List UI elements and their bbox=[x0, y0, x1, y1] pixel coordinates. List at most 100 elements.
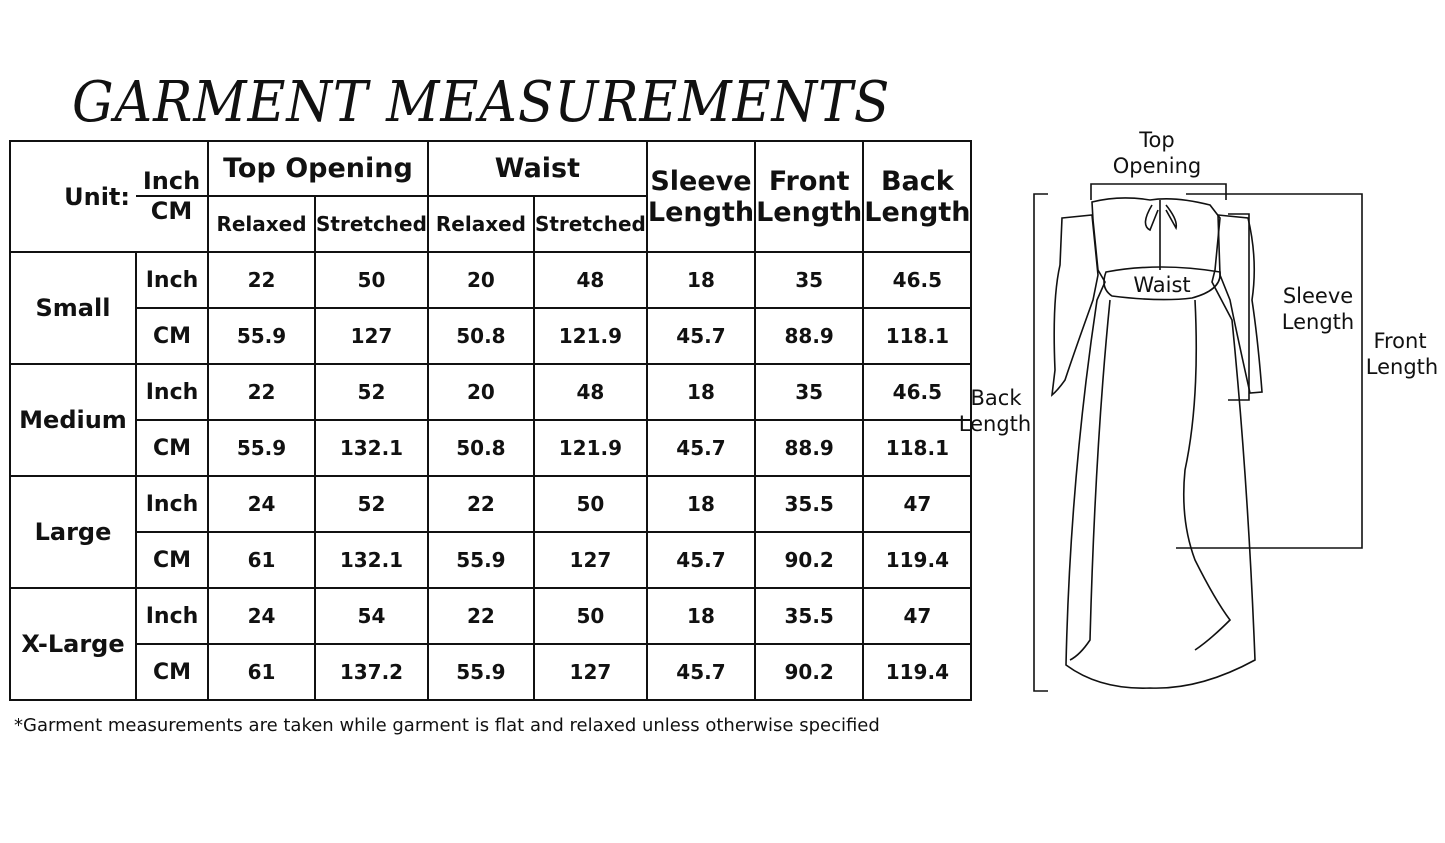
value-cell: 54 bbox=[314, 587, 429, 645]
value-cell: 50 bbox=[532, 475, 648, 533]
value-cell: 88.9 bbox=[754, 419, 865, 477]
unit-cell: Inch bbox=[135, 363, 209, 421]
value-cell: 20 bbox=[426, 251, 535, 309]
label-top-opening-1: Top bbox=[1138, 128, 1174, 152]
value-cell: 121.9 bbox=[532, 307, 648, 365]
unit-cell: CM bbox=[135, 307, 209, 365]
table-row: CM 61 132.1 55.9 127 45.7 90.2 119.4 bbox=[10, 531, 973, 589]
value-cell: 48 bbox=[532, 251, 648, 309]
value-cell: 48 bbox=[532, 363, 648, 421]
label-top-opening-2: Opening bbox=[1113, 154, 1202, 178]
value-cell: 47 bbox=[862, 475, 973, 533]
value-cell: 35.5 bbox=[754, 587, 865, 645]
value-cell: 118.1 bbox=[862, 419, 973, 477]
size-chart-table: Unit: Inch Top Opening Waist Sleeve Leng… bbox=[9, 140, 973, 701]
value-cell: 55.9 bbox=[207, 419, 316, 477]
page-title: GARMENT MEASUREMENTS bbox=[72, 70, 891, 135]
table-row: Large Inch 24 52 22 50 18 35.5 47 bbox=[9, 475, 973, 589]
unit-inch: Inch bbox=[136, 140, 209, 197]
unit-cell: CM bbox=[135, 419, 209, 477]
value-cell: 61 bbox=[207, 643, 316, 701]
value-cell: 18 bbox=[645, 587, 757, 645]
value-cell: 47 bbox=[862, 587, 973, 645]
header-relaxed: Relaxed bbox=[207, 195, 316, 253]
unit-cell: CM bbox=[135, 643, 209, 701]
value-cell: 45.7 bbox=[645, 419, 757, 477]
value-cell: 35 bbox=[754, 251, 865, 309]
value-cell: 18 bbox=[645, 251, 757, 309]
header-stretched: Stretched bbox=[314, 195, 429, 253]
label-sleeve-1: Sleeve bbox=[1283, 284, 1353, 308]
size-label: Medium bbox=[9, 363, 137, 477]
unit-cell: CM bbox=[135, 531, 209, 589]
table-row: CM 55.9 132.1 50.8 121.9 45.7 88.9 118.1 bbox=[10, 419, 973, 477]
value-cell: 119.4 bbox=[862, 643, 973, 701]
table-row: CM 55.9 127 50.8 121.9 45.7 88.9 118.1 bbox=[10, 307, 973, 365]
value-cell: 61 bbox=[207, 531, 316, 589]
unit-cm: CM bbox=[136, 195, 209, 253]
label-back-2: Length bbox=[959, 412, 1031, 436]
label-waist: Waist bbox=[1133, 273, 1190, 297]
unit-cell: Inch bbox=[135, 587, 209, 645]
header-waist: Waist bbox=[426, 140, 648, 197]
value-cell: 35 bbox=[754, 363, 865, 421]
table-row: X-Large Inch 24 54 22 50 18 35.5 47 bbox=[9, 587, 973, 701]
value-cell: 46.5 bbox=[862, 363, 973, 421]
value-cell: 35.5 bbox=[754, 475, 865, 533]
value-cell: 52 bbox=[314, 363, 429, 421]
label-sleeve-2: Length bbox=[1282, 310, 1354, 334]
header-stretched: Stretched bbox=[532, 195, 648, 253]
value-cell: 45.7 bbox=[645, 531, 757, 589]
unit-cell: Inch bbox=[135, 475, 209, 533]
value-cell: 22 bbox=[207, 363, 316, 421]
value-cell: 55.9 bbox=[426, 643, 535, 701]
footnote: *Garment measurements are taken while ga… bbox=[14, 715, 880, 736]
value-cell: 132.1 bbox=[314, 531, 429, 589]
value-cell: 46.5 bbox=[862, 251, 973, 309]
value-cell: 127 bbox=[532, 643, 648, 701]
value-cell: 18 bbox=[645, 363, 757, 421]
value-cell: 18 bbox=[645, 475, 757, 533]
value-cell: 90.2 bbox=[754, 643, 865, 701]
header-sleeve-length: Sleeve Length bbox=[645, 140, 757, 253]
size-label: Small bbox=[9, 251, 137, 365]
value-cell: 127 bbox=[314, 307, 429, 365]
size-label: X-Large bbox=[9, 587, 137, 701]
value-cell: 45.7 bbox=[645, 643, 757, 701]
header-top-opening: Top Opening bbox=[207, 140, 429, 197]
value-cell: 118.1 bbox=[862, 307, 973, 365]
value-cell: 50 bbox=[532, 587, 648, 645]
value-cell: 22 bbox=[207, 251, 316, 309]
value-cell: 88.9 bbox=[754, 307, 865, 365]
value-cell: 90.2 bbox=[754, 531, 865, 589]
value-cell: 132.1 bbox=[314, 419, 429, 477]
header-front-length: Front Length bbox=[754, 140, 865, 253]
value-cell: 121.9 bbox=[532, 419, 648, 477]
value-cell: 52 bbox=[314, 475, 429, 533]
unit-label: Unit: bbox=[9, 140, 136, 253]
label-front-2: Length bbox=[1366, 355, 1438, 379]
value-cell: 119.4 bbox=[862, 531, 973, 589]
value-cell: 50.8 bbox=[426, 307, 535, 365]
dress-outline bbox=[1050, 197, 1263, 689]
value-cell: 55.9 bbox=[426, 531, 535, 589]
value-cell: 50.8 bbox=[426, 419, 535, 477]
value-cell: 22 bbox=[426, 587, 535, 645]
value-cell: 24 bbox=[207, 475, 316, 533]
header-back-length: Back Length bbox=[862, 140, 973, 253]
label-back-1: Back bbox=[971, 386, 1023, 410]
label-front-1: Front bbox=[1373, 329, 1426, 353]
table-row: Small Inch 22 50 20 48 18 35 46.5 bbox=[9, 251, 973, 365]
value-cell: 45.7 bbox=[645, 307, 757, 365]
size-label: Large bbox=[9, 475, 137, 589]
value-cell: 137.2 bbox=[314, 643, 429, 701]
value-cell: 20 bbox=[426, 363, 535, 421]
table-row: CM 61 137.2 55.9 127 45.7 90.2 119.4 bbox=[10, 643, 973, 701]
value-cell: 50 bbox=[314, 251, 429, 309]
value-cell: 55.9 bbox=[207, 307, 316, 365]
unit-cell: Inch bbox=[135, 251, 209, 309]
table-row: Medium Inch 22 52 20 48 18 35 46.5 bbox=[9, 363, 973, 477]
header-relaxed: Relaxed bbox=[426, 195, 535, 253]
value-cell: 127 bbox=[532, 531, 648, 589]
